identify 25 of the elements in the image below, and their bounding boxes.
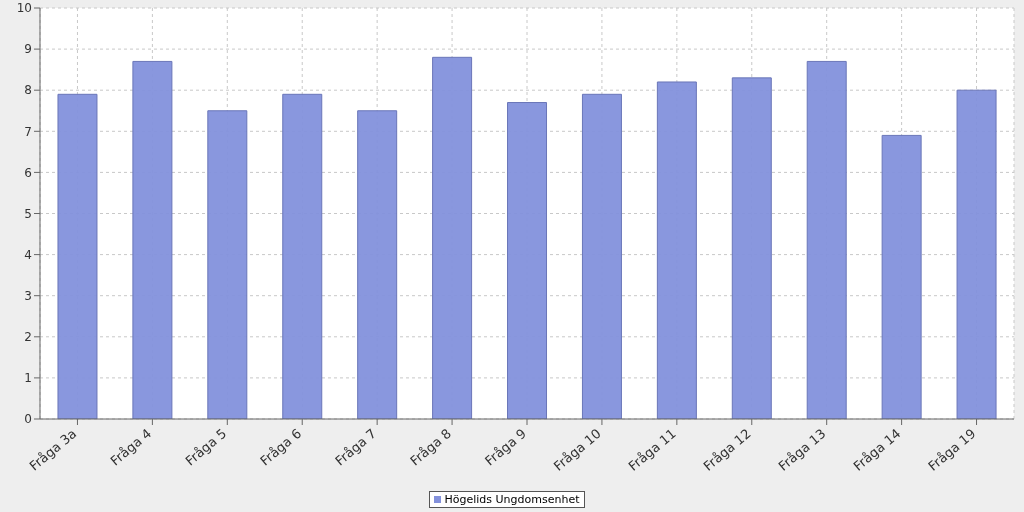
y-tick-label: 4 (24, 247, 32, 262)
bar (731, 77, 772, 419)
bar (956, 89, 997, 419)
y-tick-label: 9 (24, 42, 32, 57)
bar (656, 81, 697, 419)
y-tick-label: 2 (24, 330, 32, 345)
bar (581, 93, 622, 419)
bar (357, 110, 398, 419)
y-tick-label: 6 (24, 165, 32, 180)
bar (507, 102, 548, 419)
y-tick-label: 8 (24, 83, 32, 98)
y-tick-label: 0 (24, 412, 32, 427)
bar (806, 60, 847, 419)
y-tick-label: 7 (24, 124, 32, 139)
bar (57, 93, 98, 419)
y-tick-label: 3 (24, 288, 32, 303)
y-tick-label: 10 (16, 1, 32, 16)
bar (132, 60, 173, 419)
y-tick-label: 5 (24, 206, 32, 221)
legend-label: Högelids Ungdomsenhet (429, 491, 585, 508)
bar (432, 56, 473, 419)
bar (282, 93, 323, 419)
y-tick-label: 1 (24, 371, 32, 386)
bar (207, 110, 248, 419)
bar (881, 134, 922, 419)
